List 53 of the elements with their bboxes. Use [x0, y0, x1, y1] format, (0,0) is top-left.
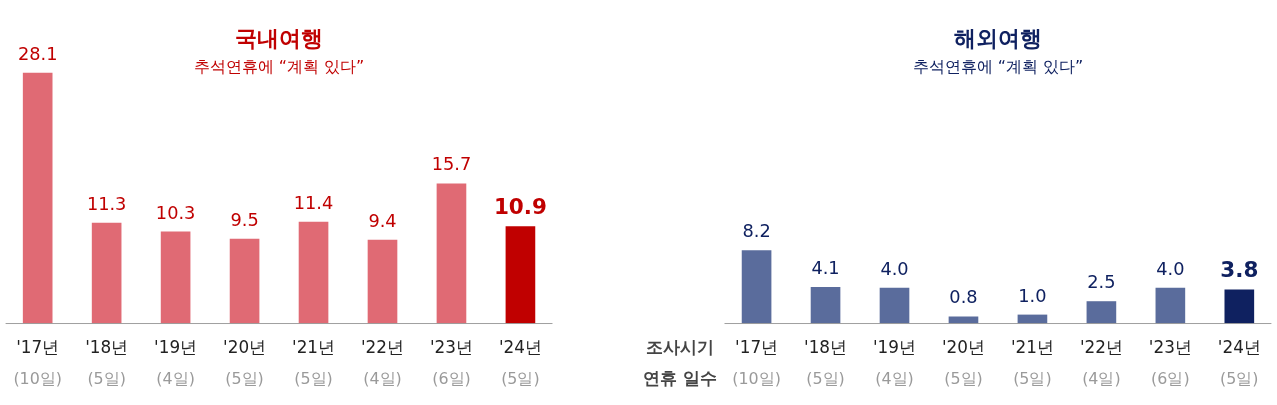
bar: [505, 226, 536, 324]
data-label: 10.9: [493, 194, 547, 220]
bar: [1086, 301, 1117, 324]
data-label: 11.3: [86, 193, 127, 214]
category-label: '17년 (10일): [732, 336, 781, 389]
category-label: '19년 (4일): [872, 336, 917, 389]
category-label: '22년 (4일): [360, 336, 405, 389]
category-label: '23년 (6일): [1148, 336, 1192, 389]
data-label: 9.4: [368, 210, 397, 231]
data-label: 0.8: [949, 287, 978, 308]
data-label: 10.3: [155, 202, 196, 223]
category-label: '24년 (5일): [1217, 336, 1261, 389]
bar: [298, 221, 329, 324]
bar: [436, 183, 467, 324]
category-label: '20년 (5일): [223, 336, 267, 389]
data-label: 2.5: [1087, 272, 1116, 293]
category-label: '23년 (6일): [429, 336, 473, 389]
chart-title: 국내여행: [235, 25, 324, 51]
bar: [91, 222, 122, 324]
bar: [948, 316, 979, 324]
text: 조사시기: [645, 336, 714, 357]
chart-title: 해외여행: [953, 25, 1042, 51]
category-label: '24년 (5일): [498, 336, 542, 389]
bar: [879, 287, 910, 324]
chart-subtitle: 추석연휴에 “계획 있다”: [193, 57, 365, 77]
chart-subtitle: 추석연휴에 “계획 있다”: [912, 57, 1084, 77]
category-label: '20년 (5일): [941, 336, 985, 389]
bar: [1224, 289, 1255, 324]
bar: [1155, 287, 1186, 324]
bar: [22, 72, 53, 324]
bar: [160, 231, 191, 324]
data-label: 15.7: [431, 154, 472, 175]
category-label: '18년 (5일): [85, 336, 129, 389]
bar: [229, 238, 260, 324]
category-label: '18년 (5일): [804, 336, 848, 389]
bar: [367, 239, 398, 324]
data-label: 4.0: [880, 258, 909, 279]
category-label: '21년 (5일): [292, 336, 336, 389]
data-label: 8.2: [742, 221, 771, 242]
category-label: '19년 (4일): [154, 336, 198, 389]
data-label: 3.8: [1220, 257, 1259, 283]
bar: [741, 250, 772, 324]
category-label: '22년 (4일): [1079, 336, 1123, 389]
data-label: 11.4: [293, 192, 334, 213]
category-label: '17년 (10일): [13, 336, 62, 389]
bar: [810, 286, 841, 324]
data-label: 1.0: [1018, 285, 1047, 306]
data-label: 28.1: [17, 43, 58, 64]
data-label: 4.0: [1156, 258, 1185, 279]
text: 연휴 일수: [642, 368, 717, 389]
data-label: 9.5: [230, 209, 259, 230]
category-label: '21년 (5일): [1010, 336, 1054, 389]
data-label: 4.1: [811, 257, 840, 278]
